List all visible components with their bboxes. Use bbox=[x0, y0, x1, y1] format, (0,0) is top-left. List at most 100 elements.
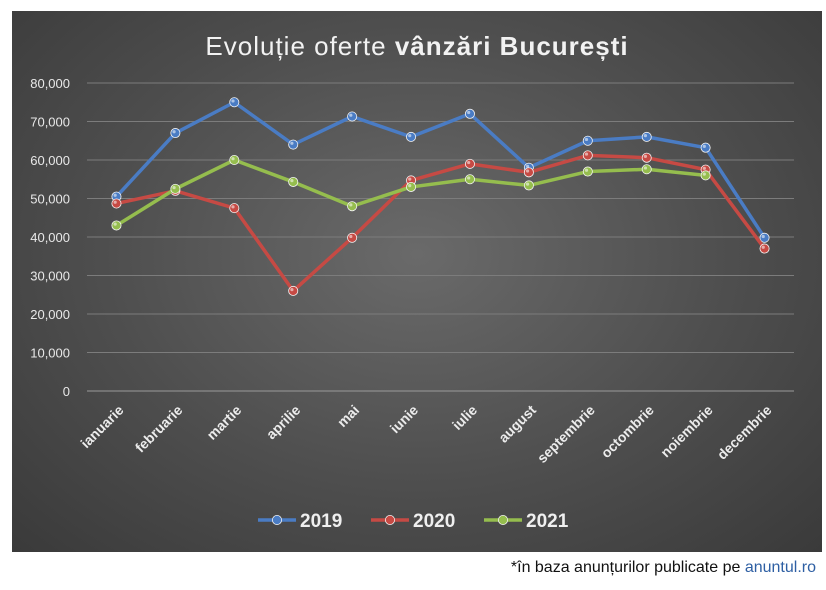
data-point bbox=[523, 180, 534, 191]
data-point-highlight bbox=[408, 184, 412, 188]
data-point-highlight bbox=[584, 152, 589, 156]
legend-item-2019: 2019 bbox=[258, 511, 342, 532]
series-line bbox=[116, 153, 766, 293]
y-tick-label: 80,000 bbox=[30, 76, 70, 91]
y-tick-label: 50,000 bbox=[30, 192, 70, 207]
x-tick-label: mai bbox=[334, 402, 362, 430]
data-point bbox=[347, 201, 358, 212]
data-point-highlight bbox=[584, 137, 589, 142]
x-tick-label: iunie bbox=[387, 402, 422, 437]
data-point-highlight bbox=[349, 234, 353, 239]
legend-label: 2020 bbox=[413, 511, 455, 532]
data-point-highlight bbox=[113, 222, 117, 226]
data-point bbox=[111, 220, 122, 231]
x-axis-ticks: ianuarie februarie martie aprilie mai iunie iu… bbox=[77, 402, 775, 466]
data-point-highlight bbox=[172, 185, 176, 190]
x-tick-label: ianuarie bbox=[77, 402, 126, 451]
series-2021 bbox=[111, 154, 711, 231]
data-point-highlight bbox=[113, 200, 117, 204]
data-point bbox=[229, 203, 240, 214]
y-tick-label: 60,000 bbox=[30, 153, 70, 168]
y-tick-label: 70,000 bbox=[30, 115, 70, 130]
x-tick-label: octombrie bbox=[598, 402, 657, 461]
data-point-highlight bbox=[643, 166, 648, 170]
series-line bbox=[115, 158, 706, 227]
data-point bbox=[700, 170, 711, 181]
data-point bbox=[288, 285, 299, 296]
data-point-highlight bbox=[290, 288, 294, 292]
data-point bbox=[111, 198, 122, 209]
gridlines bbox=[87, 82, 794, 392]
data-point bbox=[229, 97, 240, 108]
x-tick-label: iulie bbox=[449, 402, 480, 433]
data-point-highlight bbox=[702, 172, 706, 176]
data-point-highlight bbox=[525, 169, 530, 173]
data-point bbox=[641, 152, 652, 163]
data-point-highlight bbox=[231, 99, 235, 103]
x-tick-label: decembrie bbox=[714, 402, 775, 463]
data-point-highlight bbox=[702, 166, 706, 170]
data-point-highlight bbox=[525, 182, 530, 186]
legend-label: 2021 bbox=[526, 511, 569, 532]
series-2020 bbox=[111, 150, 770, 296]
data-point-highlight bbox=[643, 154, 648, 158]
data-point bbox=[700, 142, 711, 153]
data-point bbox=[641, 131, 652, 142]
data-point bbox=[229, 154, 240, 165]
x-tick-label: august bbox=[495, 402, 539, 446]
y-tick-label: 10,000 bbox=[30, 346, 70, 361]
data-point bbox=[170, 183, 181, 194]
data-point bbox=[464, 174, 475, 185]
series-2019 bbox=[111, 97, 770, 243]
data-point-highlight bbox=[525, 164, 530, 168]
x-tick-label: martie bbox=[203, 402, 244, 443]
footnote-link[interactable]: anuntul.ro bbox=[744, 559, 816, 576]
data-point bbox=[582, 150, 593, 161]
data-point bbox=[582, 135, 593, 146]
footnote: *în baza anunțurilor publicate pe anuntu… bbox=[511, 559, 816, 577]
x-tick-label: aprilie bbox=[263, 402, 304, 443]
x-tick-label: noiembrie bbox=[657, 402, 716, 461]
data-point bbox=[170, 128, 181, 139]
series-line bbox=[115, 100, 767, 239]
data-point-highlight bbox=[702, 144, 706, 148]
data-point-highlight bbox=[349, 113, 353, 117]
chart-title-plain: Evoluție oferte bbox=[205, 31, 394, 61]
legend-item-2020: 2020 bbox=[371, 511, 455, 532]
data-point bbox=[523, 167, 534, 178]
data-point-highlight bbox=[290, 179, 294, 183]
data-point-highlight bbox=[761, 245, 765, 249]
data-point-highlight bbox=[467, 176, 471, 180]
y-tick-label: 20,000 bbox=[30, 307, 70, 322]
y-tick-label: 0 bbox=[63, 384, 70, 399]
data-point-highlight bbox=[172, 130, 176, 134]
data-point-highlight bbox=[231, 205, 235, 209]
data-point bbox=[464, 108, 475, 119]
data-point-highlight bbox=[290, 141, 294, 145]
data-point bbox=[464, 158, 475, 169]
legend-label: 2019 bbox=[300, 511, 342, 532]
data-point-highlight bbox=[113, 193, 117, 197]
data-point bbox=[582, 166, 593, 177]
data-point bbox=[347, 232, 358, 243]
line-chart: Evoluție oferte vânzări București 0 10,00… bbox=[30, 31, 794, 532]
legend-item-2021: 2021 bbox=[484, 511, 569, 532]
chart-panel: Evoluție oferte vânzări București 0 10,00… bbox=[12, 11, 822, 552]
data-point-highlight bbox=[408, 134, 412, 138]
data-point bbox=[288, 139, 299, 150]
x-tick-label: septembrie bbox=[534, 402, 598, 466]
data-point bbox=[347, 111, 358, 122]
data-point-highlight bbox=[643, 134, 648, 138]
legend-swatch-marker bbox=[384, 514, 395, 525]
footnote-text: *în baza anunțurilor publicate pe bbox=[510, 559, 745, 576]
data-point bbox=[406, 131, 417, 142]
x-tick-label: februarie bbox=[132, 402, 186, 456]
y-tick-label: 30,000 bbox=[30, 269, 70, 284]
legend-swatch-marker bbox=[497, 514, 508, 525]
data-point-highlight bbox=[584, 168, 589, 172]
data-point-highlight bbox=[408, 177, 412, 181]
legend-swatch-marker bbox=[271, 514, 282, 525]
legend: 2019 2020 2021 bbox=[258, 511, 569, 532]
chart-title-bold: vânzări București bbox=[395, 31, 629, 61]
data-point bbox=[406, 181, 417, 192]
